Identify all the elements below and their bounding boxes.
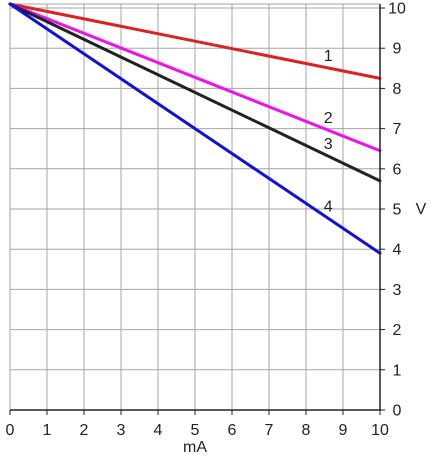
y-tick-label: 3	[393, 282, 402, 299]
x-tick-label: 7	[265, 422, 274, 439]
x-axis-label: mA	[183, 439, 207, 456]
y-tick-label: 6	[393, 161, 402, 178]
y-tick-label: 1	[393, 362, 402, 379]
x-tick-label: 2	[80, 422, 89, 439]
series-line-1	[8, 2, 382, 80]
y-axis-label: V	[416, 201, 427, 218]
series-label-1: 1	[324, 48, 333, 65]
y-tick-label: 2	[393, 322, 402, 339]
series-label-4: 4	[324, 198, 333, 215]
x-tick-label: 3	[117, 422, 126, 439]
series-line-3	[8, 2, 382, 183]
grid	[9, 3, 381, 410]
y-tick-label: 7	[393, 121, 402, 138]
x-tick-label: 10	[371, 422, 389, 439]
x-tick-label: 8	[302, 422, 311, 439]
series-lines: 1 2 3 4	[8, 2, 382, 255]
series-label-2: 2	[324, 110, 333, 127]
x-tick-label: 9	[339, 422, 348, 439]
x-tick-label: 0	[6, 422, 15, 439]
series-line-2	[8, 2, 382, 153]
x-tick-label: 5	[191, 422, 200, 439]
y-tick-label: 9	[393, 41, 402, 58]
y-tick-label: 5	[393, 202, 402, 219]
y-tick-label: 10	[388, 1, 406, 18]
x-tick-label: 4	[154, 422, 163, 439]
y-tick-label: 4	[393, 242, 402, 259]
y-tick-label: 8	[393, 81, 402, 98]
series-label-3: 3	[324, 136, 333, 153]
x-tick-label: 1	[43, 422, 52, 439]
x-tick-label: 6	[228, 422, 237, 439]
labels: mA V	[183, 201, 427, 456]
series-line-4	[8, 2, 382, 255]
y-tick-label: 0	[393, 403, 402, 420]
